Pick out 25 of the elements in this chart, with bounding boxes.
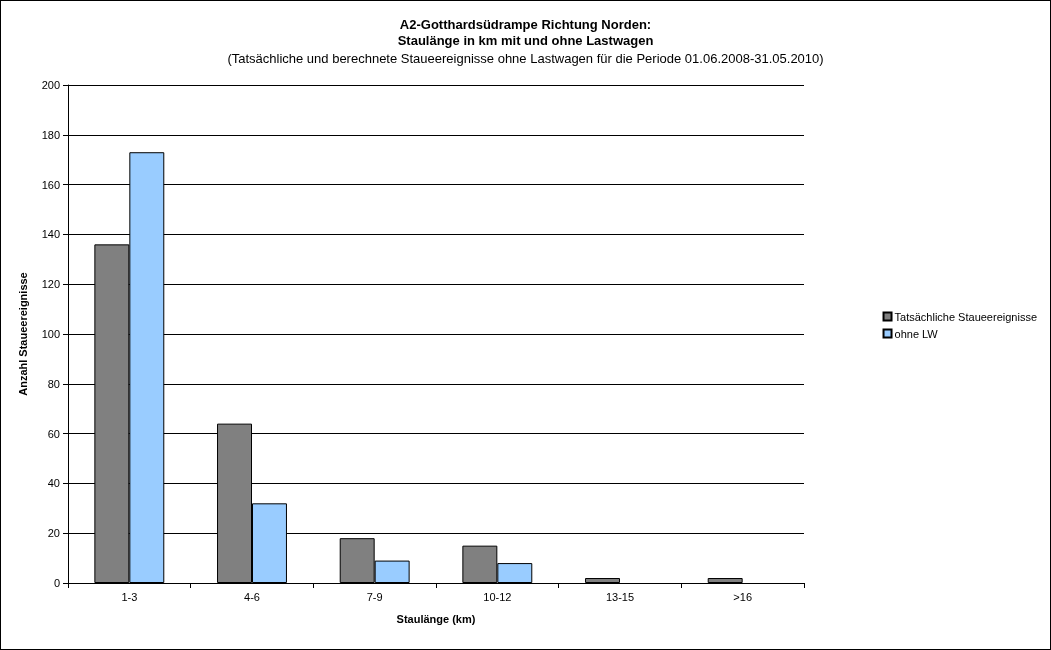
chart-title: A2-Gotthardsüdrampe Richtung Norden: Staulänge in km mit und ohne Lastwagen xyxy=(397,16,654,48)
x-tick-label: 4-6 xyxy=(244,590,260,603)
y-tick-label: 200 xyxy=(41,79,60,91)
chart-subtitle: (Tatsächliche und berechnete Staueereignisse ohne Lastwagen für die Periode 01.06.2008-31.05.2010) xyxy=(227,51,824,66)
legend-label: ohne LW xyxy=(894,327,939,340)
y-axis-title: Anzahl Staueereignisse xyxy=(16,272,29,396)
x-tick-label: >16 xyxy=(733,590,752,603)
y-tick-label: 80 xyxy=(47,377,60,390)
y-tick-label: 100 xyxy=(41,328,60,340)
legend-label: Tatsächliche Staueereignisse xyxy=(894,310,1038,323)
y-tick-label: 20 xyxy=(47,527,60,540)
y-tick-label: 160 xyxy=(41,178,60,191)
y-tick-label: 180 xyxy=(41,128,60,141)
y-tick-label: 120 xyxy=(41,278,60,291)
y-tick-label: 60 xyxy=(47,427,60,440)
x-axis-title: Staulänge (km) xyxy=(396,612,476,625)
y-tick-label: 140 xyxy=(41,228,60,241)
x-tick-label: 10-12 xyxy=(483,590,512,603)
x-tick-label: 7-9 xyxy=(366,590,383,603)
bar xyxy=(585,578,620,583)
y-tick-label: 0 xyxy=(53,577,60,589)
y-tick-label: 40 xyxy=(47,477,60,490)
bar xyxy=(707,578,743,583)
x-tick-label: 13-15 xyxy=(605,590,635,603)
x-tick-label: 1-3 xyxy=(121,590,138,603)
